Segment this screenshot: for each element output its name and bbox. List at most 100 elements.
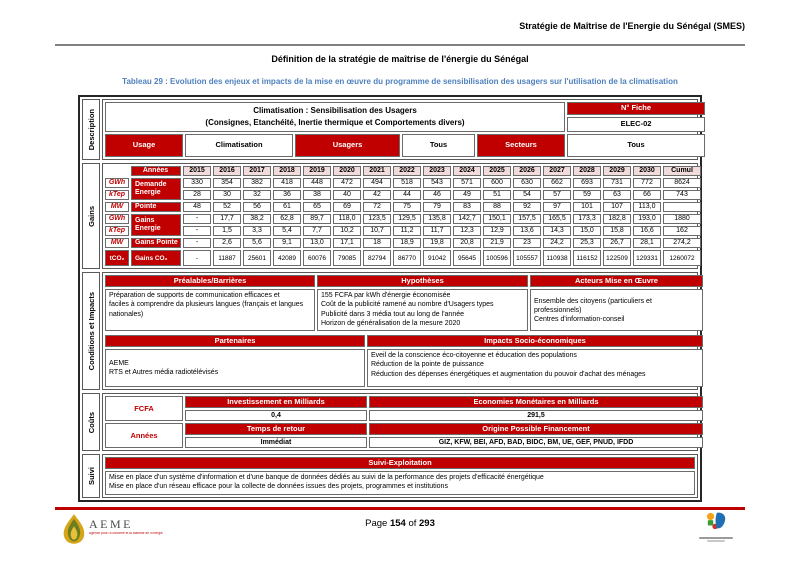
value-cell: 173,3 bbox=[573, 214, 601, 225]
row-label: Gains Energie bbox=[131, 214, 181, 237]
description-content: Climatisation : Sensibilisation des Usag… bbox=[102, 99, 706, 160]
value-cell: 101 bbox=[573, 202, 601, 213]
value-cell: 61 bbox=[273, 202, 301, 213]
acteurs-header: Acteurs Mise en Œuvre bbox=[530, 275, 703, 288]
value-cell: 772 bbox=[633, 178, 661, 189]
value-cell: 97 bbox=[543, 202, 571, 213]
description-table: Climatisation : Sensibilisation des Usag… bbox=[103, 100, 707, 159]
conditions-table-bottom: Partenaires Impacts Socio-économiques AE… bbox=[103, 333, 705, 389]
gains-content: Années 2015 2016 2017 2018 2019 2020 2021 2022 2… bbox=[102, 163, 701, 270]
text-line: Eveil de la conscience éco-citoyenne et … bbox=[371, 352, 577, 360]
section-description: Description Climatisation : Sensibilisat… bbox=[82, 99, 706, 160]
value-cell: 1,5 bbox=[213, 226, 241, 237]
page-word: Page bbox=[365, 518, 388, 529]
aeme-name: AEME bbox=[89, 517, 133, 531]
value-cell: 91042 bbox=[423, 250, 451, 267]
value-cell: 150,1 bbox=[483, 214, 511, 225]
value-cell: 129331 bbox=[633, 250, 661, 267]
value-cell: 129,5 bbox=[393, 214, 421, 225]
value-cell: 600 bbox=[483, 178, 511, 189]
document-title: Stratégie de Maîtrise de l'Energie du Sé… bbox=[519, 21, 745, 31]
section-title: Définition de la stratégie de maîtrise d… bbox=[271, 54, 529, 64]
value-cell: 1880 bbox=[663, 214, 701, 225]
year-cell: 2027 bbox=[543, 166, 571, 177]
value-cell: 38 bbox=[303, 190, 331, 201]
value-cell: 12,9 bbox=[483, 226, 511, 237]
value-cell: 15,0 bbox=[573, 226, 601, 237]
conditions-table-top: Préalables/Barrières Hypothèses Acteurs … bbox=[103, 273, 705, 333]
value-cell: 14,3 bbox=[543, 226, 571, 237]
value-cell: 193,0 bbox=[633, 214, 661, 225]
text-line: Ensemble des citoyens (particuliers et p… bbox=[534, 297, 652, 314]
fiche-header: N° Fiche bbox=[567, 102, 706, 115]
section-conditions: Conditions et Impacts Préalables/Barrièr… bbox=[82, 272, 703, 391]
aeme-tagline: Agence pour l'Economie et la Maîtrise de… bbox=[89, 532, 163, 536]
fiche-value: ELEC-02 bbox=[567, 117, 706, 132]
usagers-header: Usagers bbox=[295, 134, 400, 157]
financement-value: GIZ, KFW, BEI, AFD, BAD, BIDC, BM, UE, G… bbox=[369, 437, 703, 449]
value-cell: 3,3 bbox=[243, 226, 271, 237]
value-cell: 107 bbox=[603, 202, 631, 213]
aeme-text: AEME Agence pour l'Economie et la Maîtri… bbox=[89, 513, 249, 539]
value-cell: 182,8 bbox=[603, 214, 631, 225]
side-label-text: Conditions et Impacts bbox=[86, 292, 96, 371]
value-cell: 110938 bbox=[543, 250, 571, 267]
text-line: RTS et Autres média radiotélévisés bbox=[109, 369, 219, 377]
main-table: Description Climatisation : Sensibilisat… bbox=[78, 95, 706, 503]
aeme-flame-icon bbox=[62, 513, 86, 550]
year-cell: 2023 bbox=[423, 166, 451, 177]
secteurs-header: Secteurs bbox=[477, 134, 566, 157]
page-current: 154 bbox=[389, 518, 406, 529]
value-cell: 5,6 bbox=[243, 238, 271, 249]
side-label-suivi: Suivi bbox=[82, 454, 100, 499]
unit-cell: kTep bbox=[105, 226, 129, 237]
value-cell: 105557 bbox=[513, 250, 541, 267]
year-cell: 2030 bbox=[633, 166, 661, 177]
value-cell: 354 bbox=[213, 178, 241, 189]
value-cell: 79 bbox=[423, 202, 451, 213]
value-cell: 19,8 bbox=[423, 238, 451, 249]
value-cell: 142,7 bbox=[453, 214, 481, 225]
value-cell: 48 bbox=[183, 202, 211, 213]
retour-value: Immédiat bbox=[185, 437, 367, 449]
usage-header: Usage bbox=[105, 134, 183, 157]
value-cell: 86770 bbox=[393, 250, 421, 267]
value-cell: 13,0 bbox=[303, 238, 331, 249]
value-cell: 40 bbox=[333, 190, 361, 201]
unit-cell: kTep bbox=[105, 190, 129, 201]
value-cell: - bbox=[183, 250, 211, 267]
value-cell: 693 bbox=[573, 178, 601, 189]
year-cell: 2021 bbox=[363, 166, 391, 177]
partner-logo-icon bbox=[706, 512, 726, 530]
section-suivi: Suivi Suivi-Exploitation Mise en place d… bbox=[82, 454, 698, 499]
value-cell: 26,7 bbox=[603, 238, 631, 249]
year-cell: 2017 bbox=[243, 166, 271, 177]
suivi-header: Suivi-Exploitation bbox=[105, 457, 695, 470]
value-cell: - bbox=[183, 238, 211, 249]
data-row-pointe: MW Pointe 48 52 56 61 65 69 72 75 79 83 88 92 97 101 1… bbox=[105, 202, 701, 213]
annees-cout-label: Années bbox=[105, 423, 183, 449]
side-label-text: Description bbox=[86, 108, 96, 151]
value-cell: 448 bbox=[303, 178, 331, 189]
value-cell: 49 bbox=[453, 190, 481, 201]
value-cell: 122509 bbox=[603, 250, 631, 267]
value-cell: 1260072 bbox=[663, 250, 701, 267]
year-cell: 2018 bbox=[273, 166, 301, 177]
text-line: Réduction des dépenses énergétiques et a… bbox=[371, 370, 646, 378]
side-label-conditions: Conditions et Impacts bbox=[82, 272, 100, 391]
hypotheses-header: Hypothèses bbox=[317, 275, 528, 288]
year-cell: 2026 bbox=[513, 166, 541, 177]
row-label: Pointe bbox=[131, 202, 181, 213]
year-cell: 2024 bbox=[453, 166, 481, 177]
value-cell: 17,1 bbox=[333, 238, 361, 249]
value-cell: 571 bbox=[453, 178, 481, 189]
value-cell: 7,7 bbox=[303, 226, 331, 237]
year-cell: 2016 bbox=[213, 166, 241, 177]
value-cell: 88 bbox=[483, 202, 511, 213]
year-cell: 2025 bbox=[483, 166, 511, 177]
empty-cell bbox=[105, 166, 129, 176]
value-cell: 20,8 bbox=[453, 238, 481, 249]
unit-cell: GWh bbox=[105, 178, 129, 189]
value-cell: 8624 bbox=[663, 178, 701, 189]
